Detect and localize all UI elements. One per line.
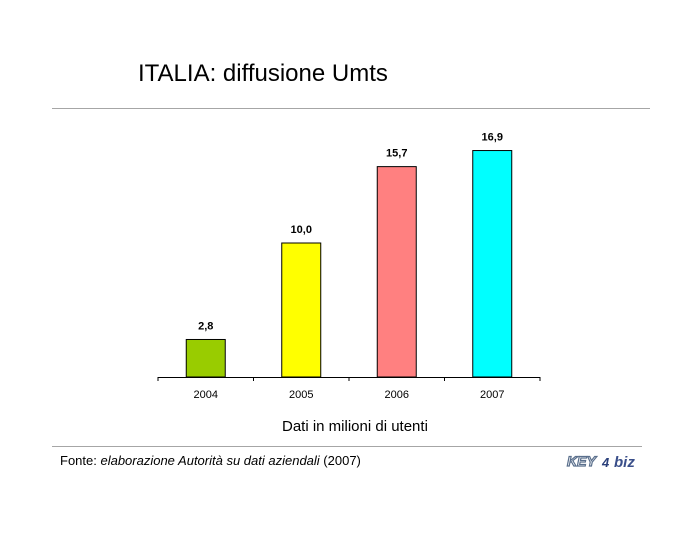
- page-title: ITALIA: diffusione Umts: [138, 60, 388, 87]
- bar-2007: [472, 150, 513, 378]
- value-labels-layer: 2,8 10,0 15,7 16,9: [198, 132, 503, 333]
- bar-2005: [281, 242, 322, 378]
- top-divider: [52, 108, 650, 109]
- source-prefix: Fonte:: [60, 453, 101, 468]
- value-label-2006: 15,7: [386, 148, 407, 160]
- value-label-2005: 10,0: [291, 224, 312, 236]
- logo-key-text: KEY: [567, 453, 597, 469]
- bars-layer: [185, 150, 513, 378]
- tick-label-2007: 2007: [480, 389, 504, 401]
- bottom-divider: [52, 446, 642, 447]
- source-note: Fonte: elaborazione Autorità su dati azi…: [60, 453, 361, 468]
- x-axis: 2004 2005 2006 2007: [157, 377, 541, 401]
- logo-biz-text: biz: [614, 454, 635, 471]
- value-label-2004: 2,8: [198, 320, 213, 332]
- source-suffix: (2007): [319, 453, 361, 468]
- bar-2006: [376, 166, 417, 378]
- value-label-2007: 16,9: [482, 132, 503, 144]
- tick-label-2005: 2005: [289, 389, 313, 401]
- source-italic: elaborazione Autorità su dati aziendali: [100, 453, 320, 468]
- key4biz-logo: KEY 4 biz: [566, 452, 635, 471]
- chart-subtitle: Dati in milioni di utenti: [282, 418, 428, 435]
- bar-2004: [185, 338, 226, 378]
- tick-label-2006: 2006: [385, 389, 409, 401]
- tick-label-2004: 2004: [194, 389, 218, 401]
- logo-4-text: 4: [601, 455, 610, 470]
